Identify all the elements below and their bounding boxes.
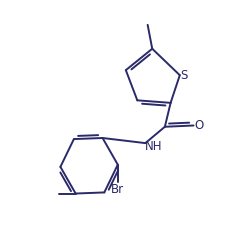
Text: O: O	[195, 119, 204, 132]
Text: NH: NH	[145, 139, 163, 152]
Text: Br: Br	[111, 182, 124, 195]
Text: S: S	[181, 69, 188, 82]
